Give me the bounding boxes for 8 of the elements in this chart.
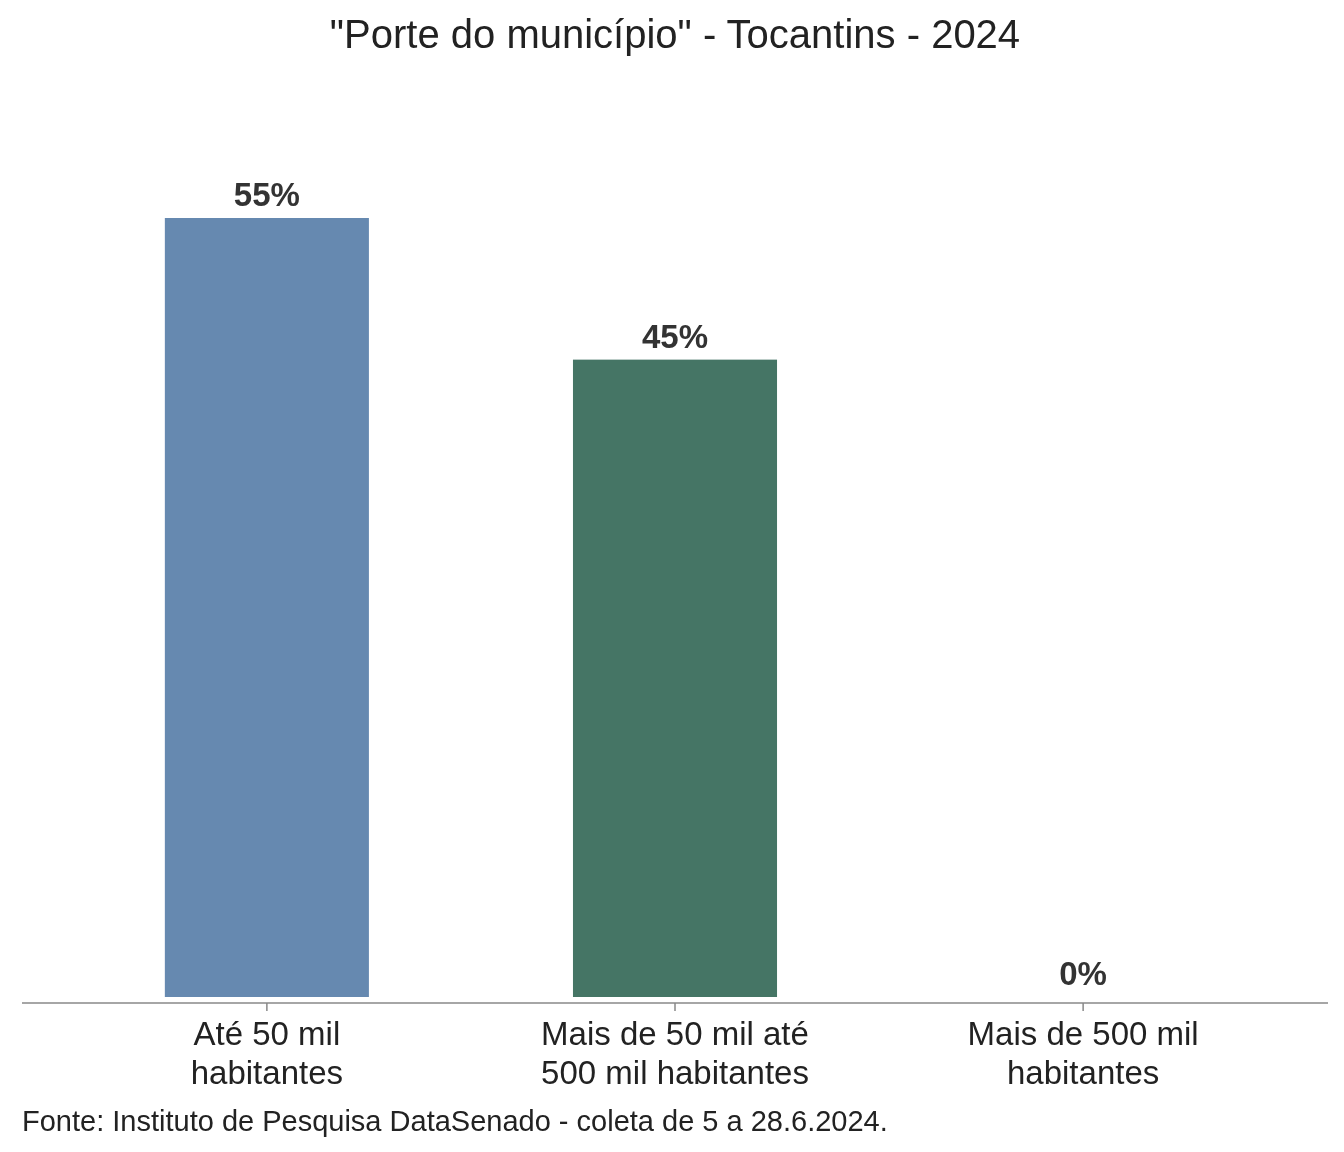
chart-title: "Porte do município" - Tocantins - 2024 [329,12,1021,56]
source-note: Fonte: Instituto de Pesquisa DataSenado - coleta de 5 a 28.6.2024. [22,1105,888,1137]
data-label: 45% [641,317,709,355]
x-tick-label: Mais de 50 mil até 500 mil habitantes [541,1015,809,1091]
x-tick-label: Mais de 500 mil habitantes [967,1015,1199,1091]
data-label: 55% [233,176,300,213]
data-label: 0% [1059,955,1107,992]
x-tick-label: Até 50 mil habitantes [190,1015,344,1091]
